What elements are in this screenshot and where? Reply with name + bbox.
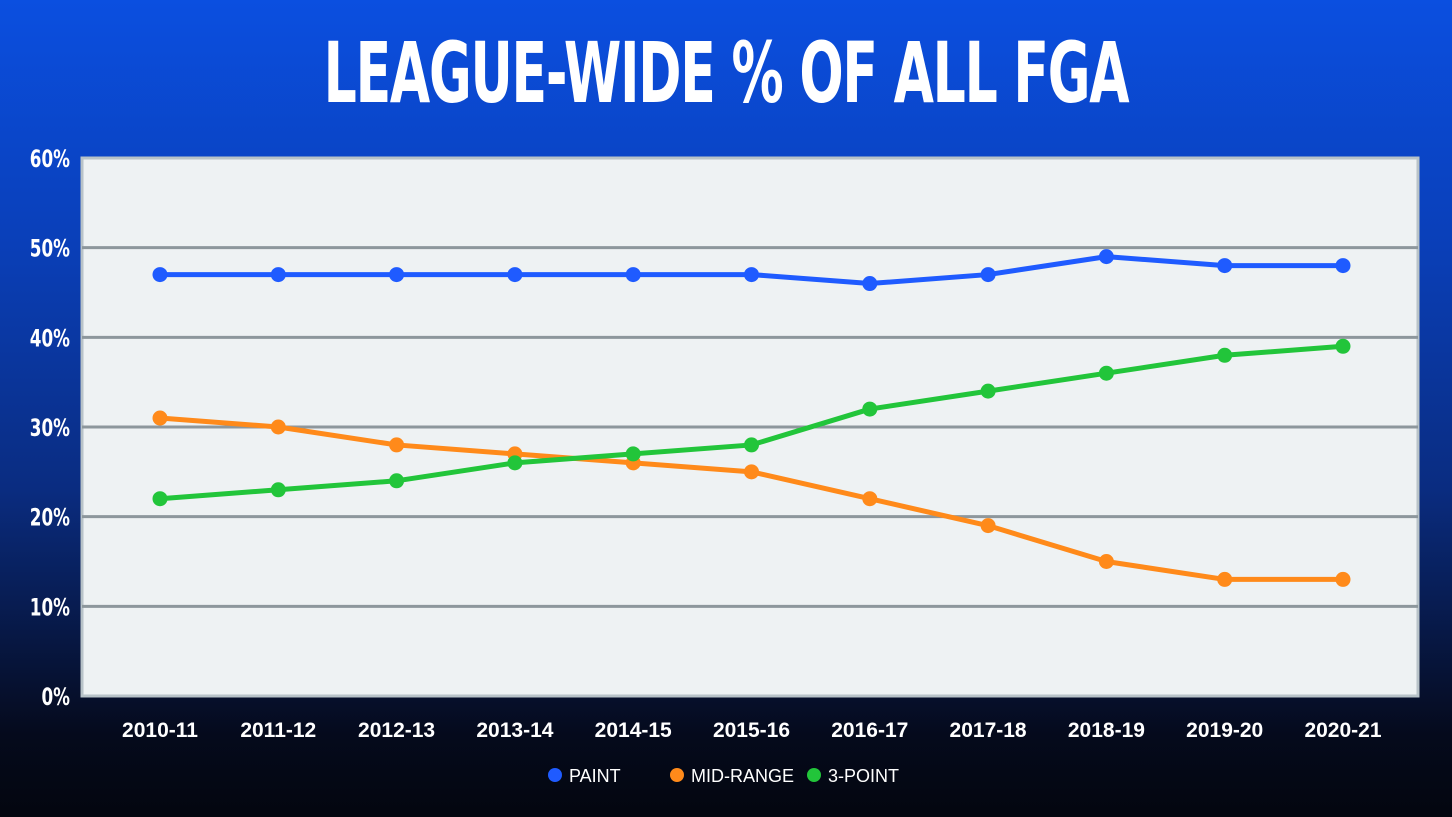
data-point	[744, 464, 759, 480]
y-tick-label: 60%	[30, 145, 70, 173]
data-point	[1335, 338, 1351, 354]
x-tick-label: 2011-12	[240, 719, 316, 742]
data-point	[507, 455, 523, 471]
data-point	[862, 491, 878, 507]
data-point	[980, 383, 996, 399]
legend-marker	[548, 768, 562, 782]
legend-label: 3-POINT	[828, 766, 899, 786]
data-point	[625, 267, 641, 283]
x-tick-label: 2020-21	[1304, 719, 1381, 742]
y-tick-label: 50%	[30, 235, 70, 263]
x-tick-label: 2015-16	[713, 719, 790, 742]
x-tick-label: 2017-18	[950, 719, 1027, 742]
data-point	[1217, 347, 1233, 363]
data-point	[389, 473, 405, 489]
data-point	[980, 518, 996, 534]
y-tick-label: 40%	[30, 324, 70, 352]
data-point	[152, 410, 168, 426]
data-point	[152, 267, 168, 283]
x-tick-label: 2016-17	[831, 719, 908, 742]
data-point	[270, 267, 286, 283]
x-tick-label: 2010-11	[122, 719, 198, 742]
y-tick-label: 10%	[30, 593, 70, 621]
data-point	[1098, 554, 1114, 569]
x-tick-label: 2019-20	[1186, 719, 1263, 742]
data-point	[270, 482, 286, 498]
data-point	[625, 446, 641, 462]
data-point	[1335, 571, 1351, 587]
data-point	[1217, 571, 1233, 587]
data-point	[507, 267, 523, 283]
data-point	[1217, 258, 1233, 274]
data-point	[1098, 249, 1114, 265]
data-point	[270, 419, 286, 435]
x-tick-label: 2018-19	[1068, 719, 1145, 742]
data-point	[862, 276, 878, 292]
data-point	[1098, 365, 1114, 381]
data-point	[862, 401, 878, 417]
data-point	[389, 437, 405, 453]
data-point	[389, 267, 405, 283]
data-point	[980, 267, 996, 283]
legend-label: MID-RANGE	[691, 766, 794, 786]
x-tick-label: 2014-15	[595, 719, 672, 742]
y-tick-label: 0%	[41, 683, 70, 711]
data-point	[744, 437, 759, 453]
legend-marker	[807, 768, 821, 782]
data-point	[152, 491, 168, 507]
legend-label: PAINT	[569, 766, 621, 786]
y-tick-label: 20%	[30, 504, 70, 532]
data-point	[1335, 258, 1351, 274]
y-tick-label: 30%	[30, 414, 70, 442]
x-tick-label: 2013-14	[476, 719, 553, 742]
x-tick-label: 2012-13	[358, 719, 435, 742]
chart-title: LEAGUE-WIDE % OF ALL FGA	[323, 24, 1130, 122]
data-point	[744, 267, 759, 283]
legend-marker	[670, 768, 684, 782]
